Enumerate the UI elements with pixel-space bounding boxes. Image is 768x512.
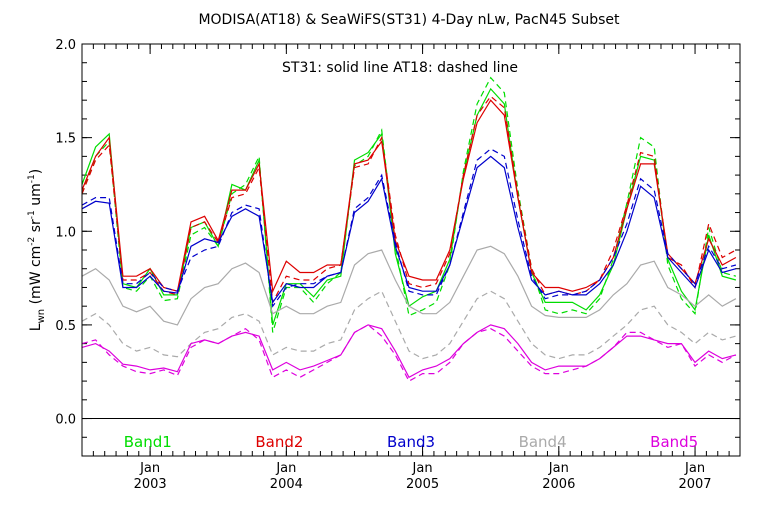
legend-entry-band3: Band3 — [387, 433, 435, 451]
legend-entry-band5: Band5 — [650, 433, 698, 451]
series-line-band3-at18 — [81, 148, 737, 308]
x-tick-year-label: 2003 — [134, 477, 167, 492]
x-tick-year-label: 2007 — [678, 477, 711, 492]
x-tick-month-label: Jan — [139, 461, 160, 476]
x-tick-month-label: Jan — [684, 461, 705, 476]
line-style-annotation: ST31: solid line AT18: dashed line — [282, 60, 518, 76]
series-line-band3-st31 — [81, 155, 737, 304]
y-tick-label: 0.5 — [55, 319, 76, 334]
x-tick-year-label: 2004 — [270, 477, 303, 492]
y-axis-label: Lwn (mW cm-2 sr-1 um-1) — [27, 169, 47, 331]
series-line-band5-st31 — [81, 324, 737, 379]
chart-title: MODISA(AT18) & SeaWiFS(ST31) 4-Day nLw, … — [198, 12, 620, 28]
series-line-band2-st31 — [81, 99, 737, 294]
y-tick-label: 0.0 — [55, 413, 76, 428]
series-line-band2-at18 — [81, 95, 737, 305]
y-tick-label: 1.5 — [55, 132, 76, 147]
y-axis-title: Lwn (mW cm-2 sr-1 um-1) — [27, 169, 47, 331]
y-tick-label: 1.0 — [55, 225, 76, 240]
series-line-band5-at18 — [81, 324, 737, 382]
x-tick-year-label: 2005 — [406, 477, 439, 492]
plot-area — [81, 43, 740, 457]
x-tick-month-label: Jan — [548, 461, 569, 476]
plot-frame — [81, 43, 741, 457]
x-tick-month-label: Jan — [275, 461, 296, 476]
x-tick-month-label: Jan — [412, 461, 433, 476]
legend-entry-band4: Band4 — [519, 433, 567, 451]
legend-entry-band2: Band2 — [255, 433, 303, 451]
series-line-band4-st31 — [81, 245, 737, 326]
x-tick-year-label: 2006 — [542, 477, 575, 492]
legend-entry-band1: Band1 — [124, 433, 172, 451]
y-tick-label: 2.0 — [55, 38, 76, 53]
